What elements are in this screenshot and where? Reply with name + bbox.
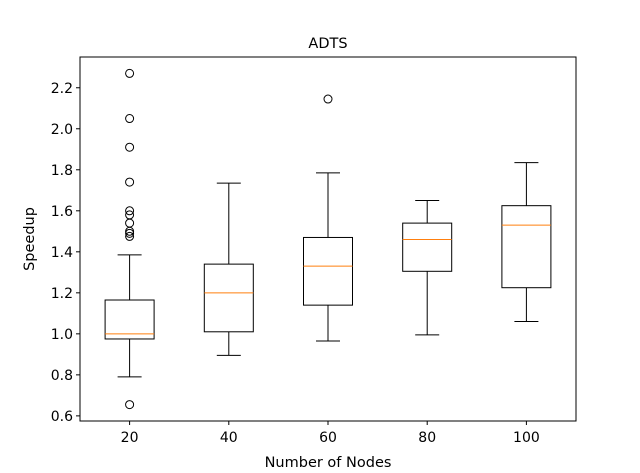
x-tick-label: 60 xyxy=(319,430,337,446)
x-tick-label: 80 xyxy=(418,430,436,446)
plot-area: 0.6 0.8 1.0 1.2 1.4 1.6 1.8 2.0 2.2 20 40 60 80 100 xyxy=(51,68,552,446)
y-tick-label: 0.6 xyxy=(51,409,73,425)
iqr-box xyxy=(203,263,254,333)
y-tick-label: 1.2 xyxy=(51,286,73,302)
y-tick-label: 1.0 xyxy=(51,327,73,343)
outlier-point xyxy=(125,210,135,220)
x-tick-label: 20 xyxy=(121,430,139,446)
y-tick-label: 0.8 xyxy=(51,368,73,384)
outlier-point xyxy=(125,218,135,228)
outlier-point xyxy=(125,400,135,410)
outlier-point xyxy=(125,68,135,78)
iqr-box xyxy=(303,236,353,306)
chart-title: ADTS xyxy=(308,36,347,52)
outlier-point xyxy=(125,231,135,241)
y-tick-label: 1.4 xyxy=(51,245,73,261)
x-axis-label: Number of Nodes xyxy=(265,455,392,471)
y-tick-label: 2.0 xyxy=(51,122,73,138)
x-tick-label: 40 xyxy=(220,430,238,446)
y-tick-label: 1.8 xyxy=(51,163,73,179)
x-tick-label: 100 xyxy=(513,430,540,446)
y-tick-label: 2.2 xyxy=(51,81,73,97)
outlier-point xyxy=(125,206,135,216)
iqr-box xyxy=(402,222,453,272)
outlier-point xyxy=(323,94,333,104)
outlier-point xyxy=(125,226,135,236)
outlier-point xyxy=(125,142,135,152)
iqr-box xyxy=(501,205,552,289)
y-tick-label: 1.6 xyxy=(51,204,73,220)
outlier-point xyxy=(125,114,135,124)
outlier-point xyxy=(125,177,135,187)
iqr-box xyxy=(104,299,155,340)
y-axis-label: Speedup xyxy=(22,207,38,271)
